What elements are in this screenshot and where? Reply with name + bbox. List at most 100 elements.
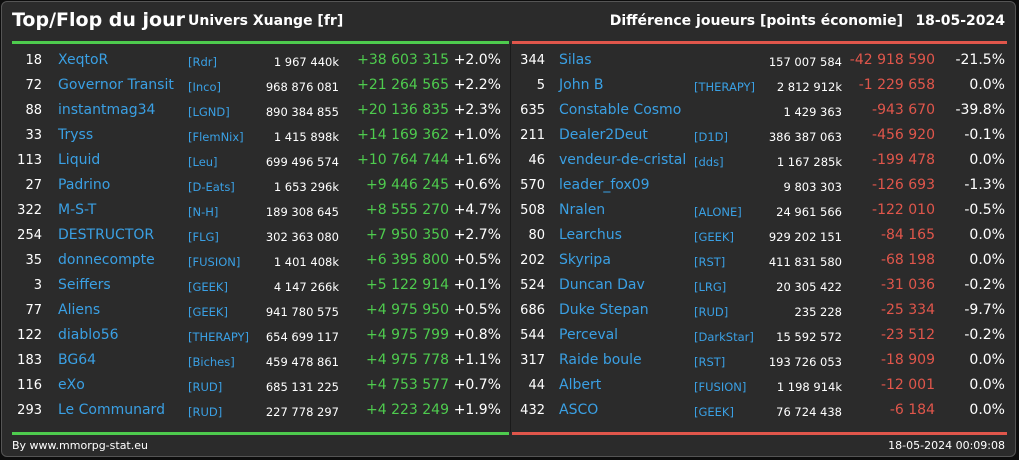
player-name-link[interactable]: Constable Cosmo — [559, 102, 682, 118]
player-points: 1 401 408k — [273, 255, 339, 269]
player-name-link[interactable]: M-S-T — [58, 202, 97, 218]
alliance-tag-link[interactable]: [GEEK] — [188, 280, 228, 294]
alliance-tag-link[interactable]: [RST] — [694, 255, 726, 269]
player-rank: 508 — [520, 203, 545, 218]
alliance-tag-link[interactable]: [D1D] — [694, 130, 729, 144]
top-separator-green — [12, 41, 509, 44]
player-row: 80 Learchus [GEEK] 929 202 151 -84 165 0.0% — [512, 223, 1015, 248]
player-name-link[interactable]: Perceval — [559, 327, 619, 343]
player-name-link[interactable]: Albert — [559, 377, 602, 393]
generated-timestamp: 18-05-2024 00:09:08 — [888, 439, 1005, 452]
alliance-tag-link[interactable]: [LGND] — [188, 105, 230, 119]
player-name-link[interactable]: Learchus — [559, 227, 622, 243]
player-name-link[interactable]: Skyripa — [559, 252, 611, 268]
player-points: 699 496 574 — [265, 155, 339, 169]
player-points: 386 387 063 — [768, 130, 842, 144]
alliance-tag-link[interactable]: [RUD] — [188, 405, 223, 419]
player-row: 122 diablo56 [THERAPY] 654 699 117 +4 975 79… — [2, 323, 509, 348]
alliance-tag-link[interactable]: [FlemNix] — [188, 130, 244, 144]
player-name-link[interactable]: diablo56 — [58, 327, 119, 343]
player-row: 202 Skyripa [RST] 411 831 580 -68 198 0.0% — [512, 248, 1015, 273]
player-name-link[interactable]: Liquid — [58, 152, 101, 168]
alliance-tag-link[interactable]: [THERAPY] — [188, 330, 250, 344]
player-points: 1 429 363 — [783, 105, 842, 119]
player-name-link[interactable]: Raide boule — [559, 352, 642, 368]
alliance-tag-link[interactable]: [RUD] — [188, 380, 223, 394]
player-name-link[interactable]: Padrino — [58, 177, 111, 193]
player-row: 88 instantmag34 [LGND] 890 384 855 +20 136 8… — [2, 98, 509, 123]
alliance-tag-link[interactable]: [FLG] — [188, 230, 219, 244]
alliance-tag-link[interactable]: [FUSION] — [188, 255, 241, 269]
alliance-tag-link[interactable]: [THERAPY] — [694, 80, 756, 94]
player-name-link[interactable]: Dealer2Deut — [559, 127, 648, 143]
alliance-tag-link[interactable]: [N-H] — [188, 205, 219, 219]
player-name-link[interactable]: XeqtoR — [58, 52, 109, 68]
player-points: 20 305 422 — [776, 280, 842, 294]
alliance-tag-link[interactable]: [D-Eats] — [188, 180, 235, 194]
player-name-link[interactable]: donnecompte — [58, 252, 155, 268]
player-name-link[interactable]: John B — [559, 77, 604, 93]
player-name-link[interactable]: leader_fox09 — [559, 177, 650, 193]
alliance-tag-link[interactable]: [FUSION] — [694, 380, 747, 394]
alliance-tag-link[interactable]: [Biches] — [188, 355, 235, 369]
player-rank: 317 — [520, 353, 545, 368]
points-difference: +7 950 350 — [366, 227, 449, 243]
player-name-link[interactable]: Nralen — [559, 202, 606, 218]
player-name-link[interactable]: Aliens — [58, 302, 101, 318]
player-rank: 18 — [25, 53, 42, 68]
points-difference: +4 975 950 — [366, 302, 449, 318]
percent-change: +2.7% — [453, 227, 501, 243]
player-name-link[interactable]: BG64 — [58, 352, 97, 368]
alliance-tag-link[interactable]: [LRG] — [694, 280, 727, 294]
alliance-tag-link[interactable]: [Leu] — [188, 155, 218, 169]
player-row: 77 Aliens [GEEK] 941 780 575 +4 975 950 +0.5% — [2, 298, 509, 323]
alliance-tag-link[interactable]: [GEEK] — [694, 405, 734, 419]
player-row: 18 XeqtoR [Rdr] 1 967 440k +38 603 315 +2.0% — [2, 48, 509, 73]
percent-change: +1.9% — [453, 402, 501, 418]
player-name-link[interactable]: instantmag34 — [58, 102, 156, 118]
player-rank: 116 — [17, 378, 42, 393]
percent-change: +1.1% — [453, 352, 501, 368]
points-difference: -6 184 — [889, 402, 935, 418]
player-name-link[interactable]: Le Communard — [58, 402, 165, 418]
player-rank: 35 — [25, 253, 42, 268]
player-name-link[interactable]: DESTRUCTOR — [58, 227, 155, 243]
player-name-link[interactable]: Silas — [559, 52, 592, 68]
player-points: 929 202 151 — [768, 230, 842, 244]
player-name-link[interactable]: Duke Stepan — [559, 302, 649, 318]
alliance-tag-link[interactable]: [dds] — [694, 155, 724, 169]
player-rank: 3 — [33, 278, 42, 293]
points-difference: +4 975 778 — [366, 352, 449, 368]
player-row: 44 Albert [FUSION] 1 198 914k -12 001 0.0% — [512, 373, 1015, 398]
alliance-tag-link[interactable]: [Rdr] — [188, 55, 217, 69]
player-name-link[interactable]: ASCO — [559, 402, 599, 418]
percent-change: +0.7% — [453, 377, 501, 393]
alliance-tag-link[interactable]: [GEEK] — [188, 305, 228, 319]
points-difference: -943 670 — [872, 102, 935, 118]
player-rank: 27 — [25, 178, 42, 193]
alliance-tag-link[interactable]: [ALONE] — [694, 205, 742, 219]
player-points: 1 167 285k — [776, 155, 842, 169]
player-name-link[interactable]: eXo — [58, 377, 85, 393]
player-points: 24 961 566 — [776, 205, 842, 219]
player-points: 1 653 296k — [273, 180, 339, 194]
alliance-tag-link[interactable]: [RST] — [694, 355, 726, 369]
page-title: Top/Flop du jour — [12, 9, 185, 31]
player-row: 113 Liquid [Leu] 699 496 574 +10 764 744 +1.6… — [2, 148, 509, 173]
player-rank: 254 — [17, 228, 42, 243]
percent-change: +0.1% — [453, 277, 501, 293]
alliance-tag-link[interactable]: [RUD] — [694, 305, 729, 319]
percent-change: -0.5% — [964, 202, 1005, 218]
points-difference: +4 975 799 — [366, 327, 449, 343]
player-name-link[interactable]: Duncan Dav — [559, 277, 645, 293]
player-name-link[interactable]: vendeur-de-cristal — [559, 152, 687, 168]
player-name-link[interactable]: Seiffers — [58, 277, 111, 293]
player-name-link[interactable]: Governor Transit — [58, 77, 174, 93]
player-row: 46 vendeur-de-cristal [dds] 1 167 285k -199 … — [512, 148, 1015, 173]
alliance-tag-link[interactable]: [GEEK] — [694, 230, 734, 244]
points-difference: +10 764 744 — [357, 152, 449, 168]
player-row: 35 donnecompte [FUSION] 1 401 408k +6 395 80… — [2, 248, 509, 273]
player-name-link[interactable]: Tryss — [58, 127, 94, 143]
alliance-tag-link[interactable]: [DarkStar] — [694, 330, 754, 344]
alliance-tag-link[interactable]: [Inco] — [188, 80, 222, 94]
